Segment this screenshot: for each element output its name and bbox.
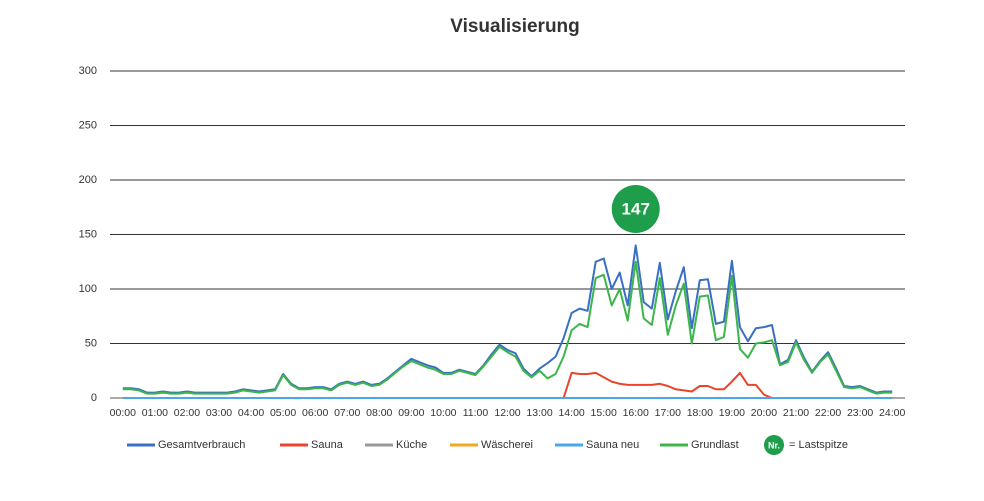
y-tick-label: 250 xyxy=(79,119,97,131)
line-series xyxy=(122,244,893,394)
y-tick-label: 150 xyxy=(79,228,97,240)
x-tick-label: 05:00 xyxy=(270,407,296,419)
chart-title: Visualisierung xyxy=(450,16,580,37)
legend-label: Küche xyxy=(396,439,427,451)
peak-label: 147 xyxy=(622,199,650,218)
legend-label: Wäscherei xyxy=(481,439,533,451)
x-tick-label: 09:00 xyxy=(398,407,424,419)
x-tick-label: 18:00 xyxy=(687,407,713,419)
x-tick-label: 19:00 xyxy=(719,407,745,419)
y-tick-label: 100 xyxy=(79,283,97,295)
x-tick-label: 24:00 xyxy=(879,407,905,419)
x-tick-label: 11:00 xyxy=(463,407,489,419)
legend-label: Grundlast xyxy=(691,439,739,451)
x-tick-label: 22:00 xyxy=(815,407,841,419)
y-tick-label: 50 xyxy=(85,337,97,349)
x-tick-label: 17:00 xyxy=(655,407,681,419)
legend-label: Sauna xyxy=(311,439,344,451)
legend-peak-label: = Lastspitze xyxy=(789,439,848,451)
line-series xyxy=(122,371,893,399)
x-tick-label: 00:00 xyxy=(110,407,136,419)
x-tick-label: 16:00 xyxy=(623,407,649,419)
line-series xyxy=(122,260,893,395)
x-tick-label: 10:00 xyxy=(430,407,456,419)
legend-label: Gesamtverbrauch xyxy=(158,439,245,451)
x-tick-label: 08:00 xyxy=(366,407,392,419)
x-tick-label: 12:00 xyxy=(494,407,520,419)
x-tick-label: 07:00 xyxy=(334,407,360,419)
x-tick-label: 20:00 xyxy=(751,407,777,419)
x-tick-label: 21:00 xyxy=(783,407,809,419)
y-tick-label: 300 xyxy=(79,65,97,77)
legend-peak-text: Nr. xyxy=(768,440,780,450)
x-tick-label: 04:00 xyxy=(238,407,264,419)
x-tick-label: 01:00 xyxy=(142,407,168,419)
x-tick-label: 03:00 xyxy=(206,407,232,419)
x-tick-label: 15:00 xyxy=(591,407,617,419)
x-tick-label: 23:00 xyxy=(847,407,873,419)
x-tick-label: 13:00 xyxy=(526,407,552,419)
y-tick-label: 200 xyxy=(79,174,97,186)
legend-peak-marker xyxy=(764,435,784,455)
x-tick-label: 14:00 xyxy=(558,407,584,419)
y-tick-label: 0 xyxy=(91,392,97,404)
x-tick-label: 06:00 xyxy=(302,407,328,419)
legend-label: Sauna neu xyxy=(586,439,639,451)
peak-marker xyxy=(611,185,660,233)
x-tick-label: 02:00 xyxy=(174,407,200,419)
